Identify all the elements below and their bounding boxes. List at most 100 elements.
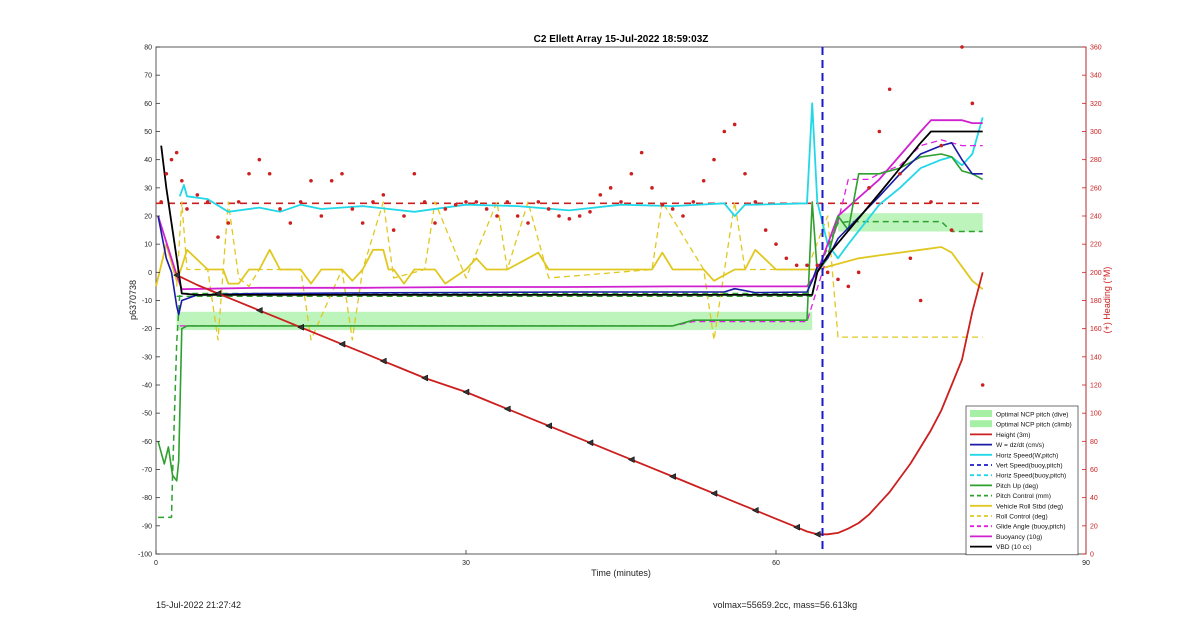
heading-point <box>505 200 510 204</box>
heading-point <box>164 171 169 176</box>
height-marker <box>545 422 552 430</box>
heading-point <box>836 277 840 282</box>
height-marker <box>255 306 263 314</box>
y2-tick-label: 40 <box>1090 495 1098 502</box>
y2-tick-label: 140 <box>1090 354 1102 361</box>
heading-point <box>898 171 902 176</box>
y-tick-label: 20 <box>144 214 152 221</box>
heading-point <box>453 202 458 207</box>
y2-tick-label: 360 <box>1090 45 1102 52</box>
heading-point <box>205 200 210 204</box>
heading-point <box>515 214 520 218</box>
heading-point <box>598 193 603 197</box>
y2-tick-label: 320 <box>1090 101 1102 108</box>
heading-point <box>278 207 282 211</box>
heading-point <box>443 207 448 211</box>
heading-point <box>970 101 975 106</box>
y-tick-label: 40 <box>144 157 152 164</box>
x-tick-label: 90 <box>1082 560 1090 567</box>
legend-entry: Glide Angle (buoy,pitch) <box>996 524 1066 531</box>
height-marker <box>173 271 180 279</box>
heading-point <box>650 186 654 190</box>
y-tick-label: 50 <box>144 129 152 136</box>
legend-entry: Height (3m) <box>996 432 1030 439</box>
y2-tick-label: 240 <box>1090 214 1102 221</box>
heading-point <box>526 221 530 225</box>
heading-point <box>670 207 675 211</box>
y-tick-label: -80 <box>142 495 152 502</box>
y-tick-label: 80 <box>144 45 152 52</box>
pitch-line <box>157 153 984 482</box>
heading-point <box>960 45 964 49</box>
heading-point <box>639 150 644 155</box>
heading-point <box>422 200 427 204</box>
heading-point <box>412 171 417 176</box>
x-tick-label: 0 <box>154 560 158 567</box>
y2-tick-label: 120 <box>1090 383 1102 390</box>
heading-point <box>257 157 262 162</box>
height-marker <box>627 456 635 464</box>
heading-point <box>391 228 396 232</box>
height-marker <box>503 405 511 413</box>
heading-point <box>887 87 892 92</box>
heading-point <box>226 221 231 225</box>
heading-point <box>856 270 861 275</box>
y2-tick-label: 220 <box>1090 242 1102 249</box>
y2-tick-label: 180 <box>1090 298 1102 305</box>
height-marker <box>214 290 222 297</box>
y-tick-label: -70 <box>142 467 152 474</box>
heading-point <box>980 383 985 387</box>
heading-point <box>629 171 634 176</box>
heading-point <box>309 178 313 183</box>
y2-axis-label: (+) Heading (°M) <box>1102 267 1112 334</box>
heading-point <box>159 200 163 204</box>
legend-entry: Horiz Speed(W,pitch) <box>996 452 1058 459</box>
vbd-line <box>160 130 983 296</box>
heading-point <box>495 214 499 218</box>
heading-point <box>753 200 758 204</box>
legend-entry: W = dz/dt (cm/s) <box>996 442 1044 449</box>
heading-point <box>660 202 665 207</box>
legend-entry: Buoyancy (10g) <box>996 534 1042 541</box>
heading-point <box>484 207 489 211</box>
heading-point <box>360 221 365 225</box>
legend-entry: Pitch Control (mm) <box>996 493 1051 500</box>
heading-point <box>877 129 882 134</box>
legend-entry: Roll Control (deg) <box>996 514 1048 521</box>
legend-swatch <box>970 410 992 417</box>
heading-point <box>371 200 375 204</box>
y-tick-label: 60 <box>144 101 152 108</box>
heading-point <box>774 242 778 246</box>
height-marker <box>710 490 718 497</box>
height-marker <box>793 523 800 531</box>
heading-point <box>174 150 179 155</box>
heading-point <box>918 298 923 303</box>
chart-title: C2 Ellett Array 15-Jul-2022 18:59:03Z <box>534 34 709 45</box>
heading-point <box>929 200 933 204</box>
heading-point <box>577 214 582 218</box>
y2-tick-label: 260 <box>1090 185 1102 192</box>
heading-point <box>288 221 293 225</box>
heading-point <box>557 214 561 218</box>
height-marker <box>421 374 428 382</box>
heading-point <box>701 178 706 183</box>
legend-entry: Pitch Up (deg) <box>996 483 1038 490</box>
y-tick-label: -30 <box>142 354 152 361</box>
w-line <box>157 142 983 316</box>
height-marker <box>338 340 346 348</box>
heading-point <box>567 217 572 221</box>
height-marker <box>379 357 387 365</box>
legend-box <box>965 405 1079 556</box>
legend-entry: Optimal NCP pitch (dive) <box>996 412 1068 419</box>
legend-swatch <box>970 420 992 428</box>
heading-point <box>195 193 200 197</box>
height-marker <box>669 473 676 480</box>
y-tick-label: -50 <box>142 411 152 418</box>
heading-point <box>722 129 727 134</box>
height-marker <box>586 439 594 447</box>
heading-point <box>185 207 189 211</box>
heading-point <box>319 214 324 218</box>
heading-point <box>681 214 685 218</box>
heading-point <box>691 200 696 204</box>
y-tick-label: -40 <box>142 383 152 390</box>
